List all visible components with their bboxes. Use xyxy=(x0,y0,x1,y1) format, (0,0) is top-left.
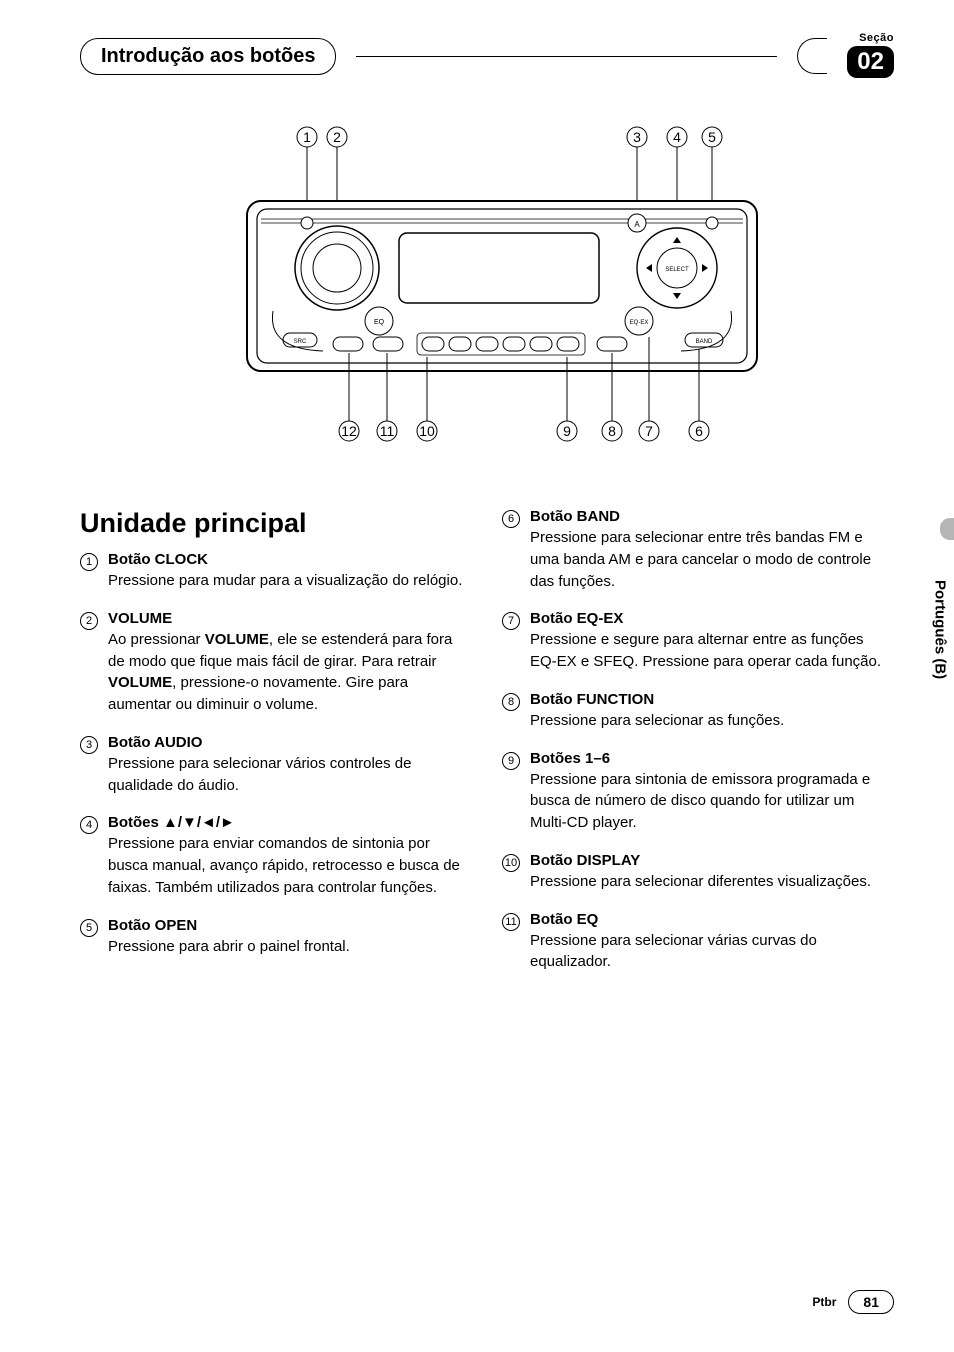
diagram-select-label: SELECT xyxy=(665,267,689,273)
diagram-eqex-label: EQ-EX xyxy=(630,320,649,326)
description-item: 10 Botão DISPLAY Pressione para selecionar… xyxy=(502,852,894,893)
left-column: Unidade principal 1 Botão CLOCK Pressione … xyxy=(80,508,472,991)
diagram-a-label: A xyxy=(634,220,640,229)
item-number: 6 xyxy=(502,510,520,528)
item-number: 7 xyxy=(502,612,520,630)
diagram-src-label: SRC xyxy=(294,339,307,345)
callout-3: 3 xyxy=(633,129,641,145)
callout-1: 1 xyxy=(303,129,311,145)
item-title: Botão DISPLAY xyxy=(530,852,894,869)
callout-10: 10 xyxy=(419,423,435,439)
item-title: Botão FUNCTION xyxy=(530,691,894,708)
item-description: Pressione para selecionar várias curvas … xyxy=(530,930,894,974)
item-title: Botão EQ xyxy=(530,911,894,928)
right-column: 6 Botão BAND Pressione para selecionar ent… xyxy=(502,508,894,991)
item-number: 5 xyxy=(80,919,98,937)
item-description: Pressione para mudar para a visualização… xyxy=(108,570,472,592)
main-heading: Unidade principal xyxy=(80,508,472,539)
diagram-eq-label: EQ xyxy=(374,319,385,326)
item-number: 8 xyxy=(502,693,520,711)
section-number-badge: 02 xyxy=(847,46,894,78)
item-description: Pressione para selecionar vários control… xyxy=(108,753,472,797)
item-number: 11 xyxy=(502,913,520,931)
item-description: Pressione para selecionar entre três ban… xyxy=(530,527,894,592)
item-number: 3 xyxy=(80,736,98,754)
item-title: Botões 1–6 xyxy=(530,750,894,767)
page-title: Introdução aos botões xyxy=(80,38,336,75)
item-description: Pressione para selecionar as funções. xyxy=(530,710,894,732)
page-header: Introdução aos botões Seção 02 xyxy=(80,38,894,78)
callout-7: 7 xyxy=(645,423,653,439)
item-description: Pressione para selecionar diferentes vis… xyxy=(530,871,894,893)
callout-11: 11 xyxy=(380,423,395,439)
description-item: 5 Botão OPEN Pressione para abrir o painel… xyxy=(80,917,472,958)
item-number: 2 xyxy=(80,612,98,630)
item-description: Pressione para sintonia de emissora prog… xyxy=(530,769,894,834)
item-description: Pressione para abrir o painel frontal. xyxy=(108,936,472,958)
item-title: VOLUME xyxy=(108,610,472,627)
item-title: Botão CLOCK xyxy=(108,551,472,568)
description-item: 4 Botões ▲/▼/◄/► Pressione para enviar com… xyxy=(80,814,472,898)
item-description: Pressione para enviar comandos de sinton… xyxy=(108,833,472,898)
item-description: Pressione e segure para alternar entre a… xyxy=(530,629,894,673)
callout-9: 9 xyxy=(563,423,571,439)
description-item: 7 Botão EQ-EX Pressione e segure para alte… xyxy=(502,610,894,673)
description-item: 8 Botão FUNCTION Pressione para selecionar… xyxy=(502,691,894,732)
item-number: 10 xyxy=(502,854,520,872)
description-item: 11 Botão EQ Pressione para selecionar vári… xyxy=(502,911,894,974)
section-label: Seção xyxy=(847,32,894,44)
callout-8: 8 xyxy=(608,423,616,439)
item-description: Ao pressionar VOLUME, ele se estenderá p… xyxy=(108,629,472,716)
callout-4: 4 xyxy=(673,129,681,145)
language-side-label: Português (B) xyxy=(926,540,954,720)
header-rule xyxy=(356,56,777,57)
item-title: Botão OPEN xyxy=(108,917,472,934)
item-number: 4 xyxy=(80,816,98,834)
header-bracket xyxy=(797,38,827,74)
callout-12: 12 xyxy=(341,423,357,439)
section-block: Seção 02 xyxy=(847,32,894,78)
item-title: Botão EQ-EX xyxy=(530,610,894,627)
callout-2: 2 xyxy=(333,129,341,145)
diagram-band-label: BAND xyxy=(696,339,713,345)
description-item: 1 Botão CLOCK Pressione para mudar para a … xyxy=(80,551,472,592)
item-title: Botão AUDIO xyxy=(108,734,472,751)
footer-lang: Ptbr xyxy=(812,1295,836,1309)
description-item: 3 Botão AUDIO Pressione para selecionar vá… xyxy=(80,734,472,797)
callout-6: 6 xyxy=(695,423,703,439)
callout-5: 5 xyxy=(708,129,716,145)
description-item: 6 Botão BAND Pressione para selecionar ent… xyxy=(502,508,894,592)
language-side-tab: Português (B) xyxy=(926,540,954,720)
item-number: 9 xyxy=(502,752,520,770)
page-footer: Ptbr 81 xyxy=(812,1290,894,1314)
description-item: 2 VOLUME Ao pressionar VOLUME, ele se este… xyxy=(80,610,472,716)
item-title: Botões ▲/▼/◄/► xyxy=(108,814,472,831)
item-title: Botão BAND xyxy=(530,508,894,525)
item-number: 1 xyxy=(80,553,98,571)
description-item: 9 Botões 1–6 Pressione para sintonia de em… xyxy=(502,750,894,834)
page-number: 81 xyxy=(848,1290,894,1314)
unit-diagram: 1 2 3 4 5 xyxy=(80,123,894,458)
